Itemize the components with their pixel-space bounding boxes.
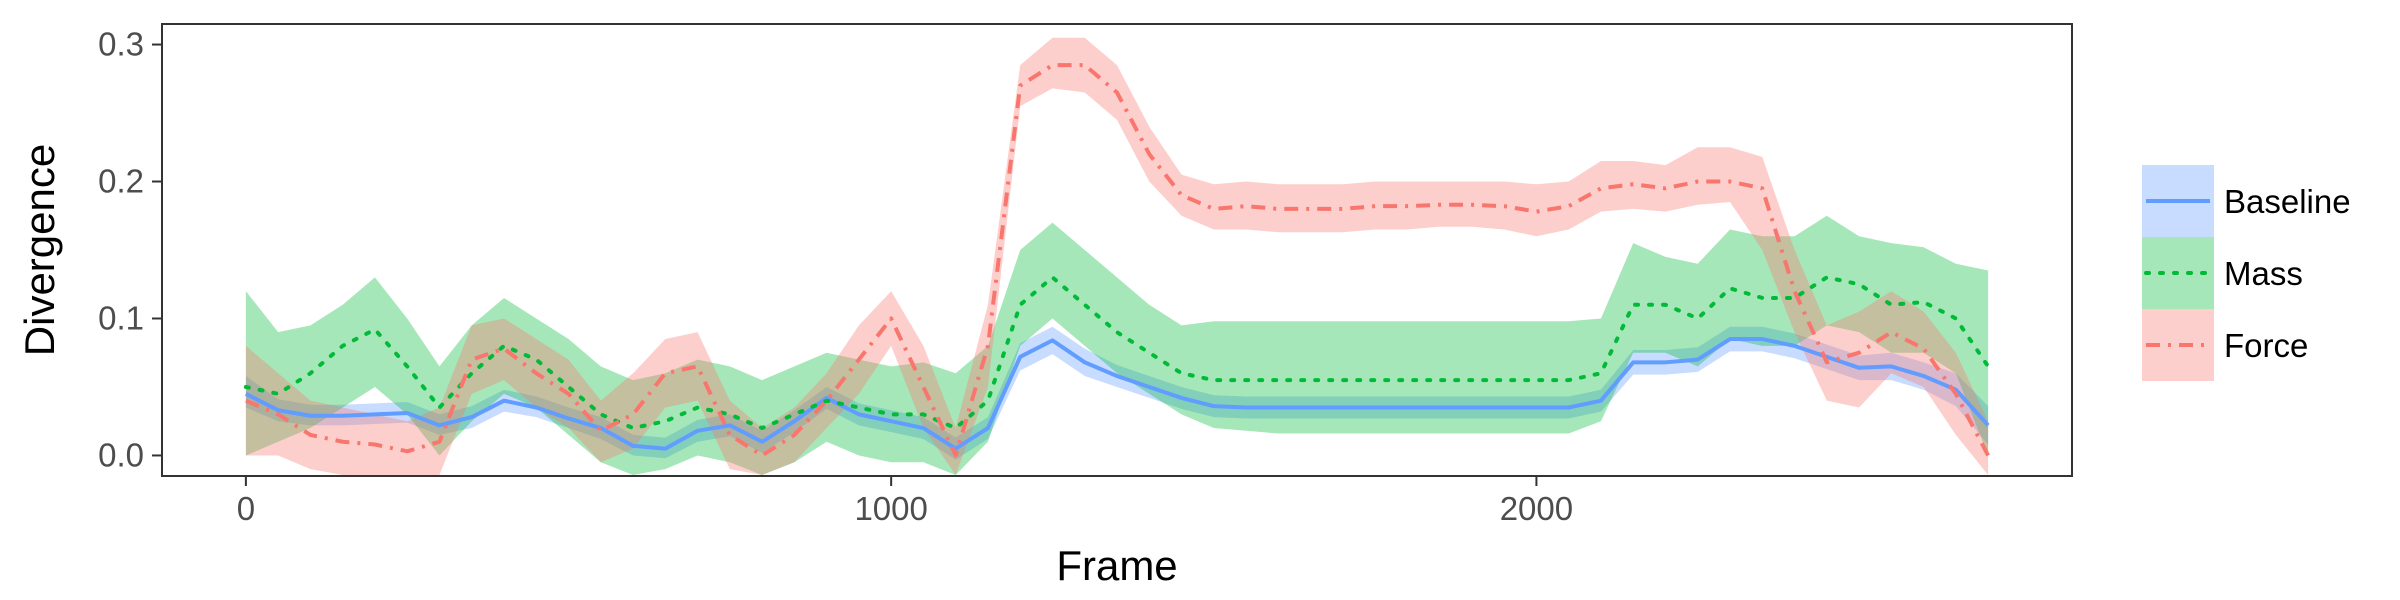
y-tick-label: 0.2 [98,163,144,200]
legend-label-baseline: Baseline [2224,183,2351,220]
y-tick-label: 0.0 [98,436,144,473]
x-axis: 0 1000 2000 [237,476,1573,527]
x-tick-label: 2000 [1500,490,1573,527]
y-tick-label: 0.3 [98,26,144,63]
x-tick-label: 0 [237,490,255,527]
x-tick-label: 1000 [854,490,927,527]
y-axis-title: Divergence [16,144,63,356]
y-tick-label: 0.1 [98,299,144,336]
y-axis: 0.0 0.1 0.2 0.3 [98,26,162,473]
band-force [245,37,1989,476]
legend: Baseline Mass Force [2142,165,2351,381]
band-mass [245,215,1989,475]
legend-label-force: Force [2224,327,2308,364]
series-line-force [245,63,1990,458]
legend-label-mass: Mass [2224,255,2303,292]
bands-layer [245,37,1989,476]
lines-layer [243,63,1991,458]
plot-panel-border [161,23,2073,477]
series-line-mass [243,275,1991,431]
series-line-baseline [244,337,1990,451]
x-axis-title: Frame [1056,542,1177,589]
